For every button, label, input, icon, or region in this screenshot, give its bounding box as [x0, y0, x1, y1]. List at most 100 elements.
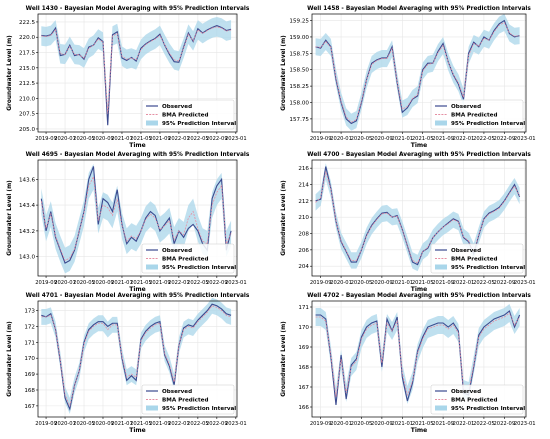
- x-tick-label: 2022-01: [168, 136, 190, 142]
- y-tick-label: 171: [24, 340, 35, 346]
- x-tick-label: 2021-09: [432, 421, 454, 427]
- y-tick-label: 216: [298, 166, 309, 172]
- x-tick-label: 2023-01: [225, 136, 247, 142]
- chart-title: Well 4702 - Bayesian Model Averaging wit…: [307, 293, 531, 299]
- legend: Observed BMA Predicted 95% Prediction Inte…: [430, 243, 525, 274]
- legend-observed-label: Observed: [162, 389, 192, 395]
- x-tick-label: 2020-01: [330, 280, 352, 286]
- x-tick-label: 2021-01: [111, 280, 133, 286]
- y-tick-label: 143.4: [19, 203, 35, 209]
- y-tick-label: 159.25: [289, 19, 309, 25]
- y-tick-label: 212: [298, 199, 309, 205]
- prediction-interval-band: [41, 17, 232, 124]
- chart-title: Well 4695 - Bayesian Model Averaging wit…: [26, 152, 250, 158]
- chart-panel-2: Well 1458 - Bayesian Model Averaging wit…: [281, 6, 536, 149]
- legend-observed-label: Observed: [451, 389, 481, 395]
- x-tick-label: 2019-09: [310, 136, 332, 142]
- legend-interval-label: 95% Prediction Interval: [162, 121, 236, 127]
- y-tick-label: 159.00: [289, 35, 309, 41]
- x-tick-label: 2021-01: [391, 136, 413, 142]
- x-tick-label: 2022-01: [453, 136, 475, 142]
- legend-predicted-label: BMA Predicted: [451, 113, 497, 119]
- x-tick-label: 2020-09: [371, 136, 393, 142]
- x-tick-label: 2023-01: [225, 421, 247, 427]
- x-tick-label: 2023-01: [225, 280, 247, 286]
- x-tick-label: 2022-01: [453, 280, 475, 286]
- x-tick-label: 2021-09: [432, 136, 454, 142]
- x-tick-label: 2022-05: [473, 421, 495, 427]
- legend-interval-label: 95% Prediction Interval: [162, 406, 236, 412]
- x-tick-label: 2021-01: [391, 421, 413, 427]
- prediction-interval-band: [41, 297, 232, 414]
- x-tick-label: 2023-01: [514, 280, 536, 286]
- x-tick-label: 2019-09: [35, 280, 57, 286]
- x-tick-label: 2019-09: [310, 280, 332, 286]
- legend-box: [141, 243, 235, 274]
- x-tick-label: 2022-01: [453, 421, 475, 427]
- legend-observed-label: Observed: [451, 248, 481, 254]
- plot-frame: [311, 300, 527, 418]
- predicted-series-line: [315, 171, 520, 264]
- x-tick-label: 2020-09: [92, 136, 114, 142]
- x-tick-label: 2020-05: [73, 421, 95, 427]
- x-tick-label: 2019-09: [310, 421, 332, 427]
- chart-panel-3: Well 4695 - Bayesian Model Averaging wit…: [7, 152, 250, 293]
- y-tick-label: 168: [24, 388, 35, 394]
- y-tick-label: 217.5: [19, 51, 35, 57]
- x-axis-label: Time: [411, 427, 427, 434]
- legend-predicted-label: BMA Predicted: [451, 398, 497, 404]
- x-tick-label: 2020-01: [54, 421, 76, 427]
- y-axis-label: Groundwater Level (m): [281, 35, 287, 111]
- x-tick-label: 2020-05: [73, 280, 95, 286]
- x-tick-label: 2022-09: [206, 136, 228, 142]
- chart-title: Well 4700 - Bayesian Model Averaging wit…: [307, 152, 531, 158]
- legend: Observed BMA Predicted 95% Prediction Inte…: [430, 99, 525, 130]
- predicted-series-line: [41, 305, 232, 408]
- y-tick-label: 215.0: [19, 66, 35, 72]
- observed-series-line: [315, 310, 521, 406]
- y-tick-label: 210: [298, 215, 309, 221]
- y-tick-label: 158.25: [289, 84, 309, 90]
- x-tick-label: 2022-09: [493, 421, 515, 427]
- y-axis-label: Groundwater Level (m): [7, 321, 13, 397]
- y-tick-label: 206: [298, 248, 309, 254]
- legend-box: [430, 243, 524, 274]
- y-tick-label: 212.5: [19, 81, 35, 87]
- predicted-series-line: [315, 312, 520, 398]
- chart-panel-5: Well 4701 - Bayesian Model Averaging wit…: [7, 293, 250, 434]
- y-tick-label: 143.0: [19, 255, 35, 261]
- x-tick-label: 2021-01: [391, 280, 413, 286]
- y-tick-label: 158.75: [289, 51, 309, 57]
- y-tick-label: 167: [298, 385, 309, 391]
- y-tick-label: 205.0: [19, 127, 35, 133]
- x-tick-label: 2021-05: [130, 136, 152, 142]
- y-tick-label: 173: [24, 309, 35, 315]
- x-tick-label: 2021-01: [111, 421, 133, 427]
- x-tick-label: 2020-01: [330, 421, 352, 427]
- y-tick-label: 143.6: [19, 177, 35, 183]
- x-tick-label: 2020-01: [54, 136, 76, 142]
- x-tick-label: 2022-09: [206, 421, 228, 427]
- y-tick-label: 169: [24, 372, 35, 378]
- legend-interval-label: 95% Prediction Interval: [162, 265, 236, 271]
- y-tick-label: 208: [298, 232, 309, 238]
- y-tick-label: 157.75: [289, 117, 309, 123]
- x-tick-label: 2022-09: [493, 280, 515, 286]
- x-tick-label: 2022-09: [206, 280, 228, 286]
- chart-panel-6: Well 4702 - Bayesian Model Averaging wit…: [281, 293, 536, 434]
- y-axis-label: Groundwater Level (m): [281, 180, 287, 256]
- x-tick-label: 2021-09: [149, 136, 171, 142]
- legend: Observed BMA Predicted 95% Prediction Inte…: [141, 99, 236, 130]
- x-axis-label: Time: [411, 142, 427, 149]
- x-tick-label: 2021-09: [149, 421, 171, 427]
- y-tick-label: 169: [298, 345, 309, 351]
- x-tick-label: 2022-05: [187, 136, 209, 142]
- x-axis-label: Time: [129, 286, 145, 293]
- predicted-series-line: [40, 175, 232, 262]
- y-tick-label: 220.0: [19, 35, 35, 41]
- x-axis-label: Time: [129, 427, 145, 434]
- legend: Observed BMA Predicted 95% Prediction Inte…: [141, 384, 236, 415]
- x-tick-label: 2021-05: [130, 280, 152, 286]
- x-tick-label: 2021-09: [149, 280, 171, 286]
